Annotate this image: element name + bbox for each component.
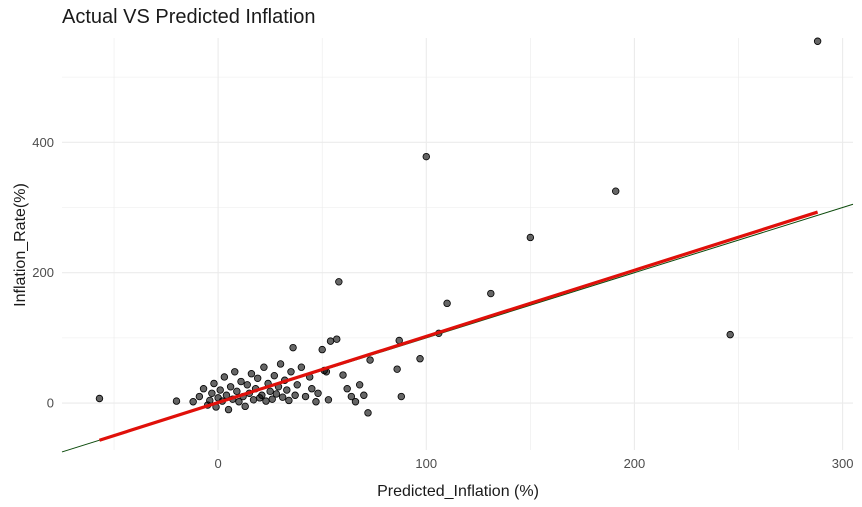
data-point [443,299,451,308]
data-point [241,402,249,411]
x-tick-label: 200 [624,456,646,471]
data-point [355,381,364,389]
data-point [237,377,245,386]
data-point [220,373,229,381]
data-point [335,278,343,286]
data-point [195,392,204,401]
grid-major-lines [62,38,853,450]
data-point [526,233,535,242]
data-points [95,37,822,417]
data-point [270,371,279,380]
data-point [364,409,372,417]
y-tick-label: 400 [32,135,54,150]
data-point [278,393,287,401]
data-point [95,394,104,403]
data-point [360,391,368,399]
data-point [247,370,256,378]
fit-line [98,210,819,442]
data-point [268,395,276,403]
data-point [726,330,734,339]
data-point [285,396,293,405]
x-axis-tick-labels: 0 100 200 300 [215,456,854,471]
data-point [324,396,333,404]
y-axis-tick-labels: 0 200 400 [32,135,54,411]
data-point [289,343,297,352]
data-point [243,381,251,389]
data-point [231,368,239,376]
y-axis-title: Inflation_Rate(%) [12,183,29,307]
x-axis-title: Predicted_Inflation (%) [377,483,539,500]
data-point [233,387,241,396]
data-point [199,385,208,393]
data-point [339,371,347,379]
data-point [189,398,197,406]
data-point [172,397,181,405]
trend-lines [61,203,854,453]
data-point [393,365,401,373]
data-point [308,385,316,393]
data-point [276,360,285,368]
data-point [343,385,351,393]
y-tick-label: 0 [47,396,54,411]
data-point [333,335,341,343]
data-point [416,355,424,363]
data-point [813,37,822,45]
data-point [293,381,301,389]
data-point [272,390,281,398]
data-point [224,405,233,414]
data-point [266,387,274,396]
data-point [351,398,360,406]
data-point [291,391,299,399]
data-point [301,392,310,401]
data-point [262,397,270,405]
data-point [258,391,266,399]
data-point [347,392,356,401]
data-point [249,396,258,404]
data-point [235,398,243,406]
data-point [312,398,320,406]
data-point [612,187,620,195]
data-point [366,356,374,364]
data-point [260,363,268,371]
y-tick-label: 200 [32,265,54,280]
data-point [287,368,295,376]
data-point [397,392,405,401]
data-point [283,386,291,394]
grid-minor-lines [62,38,853,450]
data-point [253,374,262,382]
data-point [487,289,495,298]
data-point [318,345,326,354]
x-tick-label: 0 [215,456,222,471]
data-point [210,379,218,388]
data-point [226,383,235,391]
x-tick-label: 100 [415,456,437,471]
data-point [326,337,335,345]
chart-title: Actual VS Predicted Inflation [62,6,316,28]
data-point [297,363,306,371]
x-tick-label: 300 [832,456,854,471]
data-point [216,386,224,394]
data-point [314,389,322,397]
data-point [422,152,430,161]
data-point [208,389,216,397]
